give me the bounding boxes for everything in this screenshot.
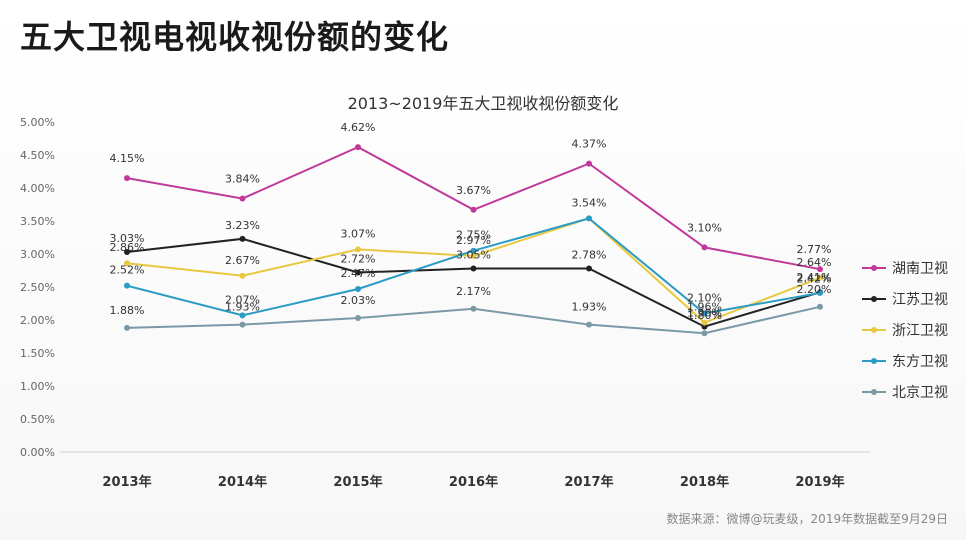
data-label: 1.93% (225, 301, 260, 314)
data-point (470, 206, 477, 213)
x-tick-label: 2015年 (333, 474, 382, 490)
legend-label: 东方卫视 (892, 354, 948, 370)
data-point (355, 246, 361, 253)
data-point (586, 265, 592, 272)
x-tick-label: 2016年 (449, 474, 498, 490)
chart-title: 2013~2019年五大卫视收视份额变化 (347, 94, 619, 113)
legend-label: 湖南卫视 (892, 261, 948, 277)
data-label: 3.84% (225, 173, 260, 186)
data-point (586, 215, 592, 222)
data-label: 2.67% (225, 254, 260, 267)
data-label: 2.77% (797, 243, 832, 256)
data-label: 3.67% (456, 184, 491, 197)
y-tick-label: 4.50% (20, 149, 55, 162)
data-point (817, 266, 823, 273)
data-point (124, 324, 130, 331)
y-tick-label: 4.00% (20, 182, 55, 195)
data-point (355, 269, 361, 276)
data-label: 3.10% (687, 221, 722, 234)
legend-marker (871, 358, 877, 364)
data-point (239, 312, 246, 319)
x-tick-label: 2013年 (102, 474, 151, 490)
data-point (701, 244, 708, 251)
data-label: 1.80% (687, 309, 722, 322)
data-label: 1.88% (110, 304, 145, 317)
y-tick-label: 3.00% (20, 248, 55, 261)
data-label: 3.05% (456, 249, 491, 262)
data-point (239, 195, 246, 202)
legend-label: 江苏卫视 (892, 292, 948, 308)
data-label: 3.07% (341, 227, 376, 240)
y-tick-label: 2.00% (20, 314, 55, 327)
y-tick-label: 1.00% (20, 380, 55, 393)
data-label: 2.42% (797, 272, 832, 285)
y-tick-label: 1.50% (20, 347, 55, 360)
data-label: 2.86% (110, 241, 145, 254)
data-label: 2.03% (341, 294, 376, 307)
data-point (239, 235, 246, 242)
legend-label: 浙江卫视 (892, 323, 948, 339)
data-point (124, 260, 130, 267)
data-point (701, 319, 708, 326)
legend-marker (871, 389, 877, 395)
y-tick-label: 2.50% (20, 281, 55, 294)
x-tick-label: 2017年 (564, 474, 613, 490)
y-tick-label: 0.00% (20, 446, 55, 459)
data-point (355, 144, 361, 151)
page-title: 五大卫视电视收视份额的变化 (20, 18, 450, 56)
data-point (470, 305, 477, 312)
data-point (470, 265, 477, 272)
data-point (355, 315, 361, 322)
data-label: 1.93% (572, 301, 607, 314)
data-point (586, 160, 592, 167)
y-tick-label: 5.00% (20, 116, 55, 129)
data-label: 2.07% (225, 293, 260, 306)
x-tick-label: 2014年 (218, 474, 267, 490)
data-label: 2.97% (456, 234, 491, 247)
data-label: 1.96% (687, 301, 722, 314)
data-point (470, 247, 477, 254)
data-label: 3.03% (110, 232, 145, 245)
legend-marker (871, 265, 877, 271)
data-label: 2.75% (456, 229, 491, 242)
data-label: 4.37% (572, 138, 607, 151)
y-tick-label: 3.50% (20, 215, 55, 228)
data-point (817, 303, 823, 310)
data-point (239, 321, 246, 328)
data-label: 2.10% (687, 291, 722, 304)
data-point (355, 285, 361, 292)
data-point (701, 330, 708, 337)
source-note: 数据来源：微博@玩麦级，2019年数据截至9月29日 (666, 512, 948, 526)
data-point (817, 274, 823, 281)
data-point (470, 252, 477, 259)
data-label: 2.72% (341, 252, 376, 265)
data-point (124, 249, 130, 256)
data-label: 3.23% (225, 219, 260, 232)
data-label: 2.17% (456, 285, 491, 298)
x-tick-label: 2018年 (680, 474, 729, 490)
legend-marker (871, 296, 877, 302)
data-label: 2.47% (341, 267, 376, 280)
data-point (817, 289, 823, 296)
data-label: 4.15% (110, 152, 145, 165)
data-label: 2.78% (572, 249, 607, 262)
data-label: 3.54% (572, 196, 607, 209)
data-point (124, 282, 130, 289)
x-tick-label: 2019年 (795, 474, 844, 490)
data-label: 2.52% (110, 264, 145, 277)
data-point (701, 310, 708, 317)
data-label: 4.62% (341, 121, 376, 134)
legend-marker (871, 327, 877, 333)
data-label: 2.41% (797, 271, 832, 284)
data-label: 2.20% (797, 283, 832, 296)
y-tick-label: 0.50% (20, 413, 55, 426)
data-label: 1.90% (687, 307, 722, 320)
data-label: 2.64% (797, 256, 832, 269)
data-point (239, 272, 246, 279)
data-point (124, 175, 130, 182)
legend-label: 北京卫视 (892, 385, 948, 401)
data-point (586, 321, 592, 328)
